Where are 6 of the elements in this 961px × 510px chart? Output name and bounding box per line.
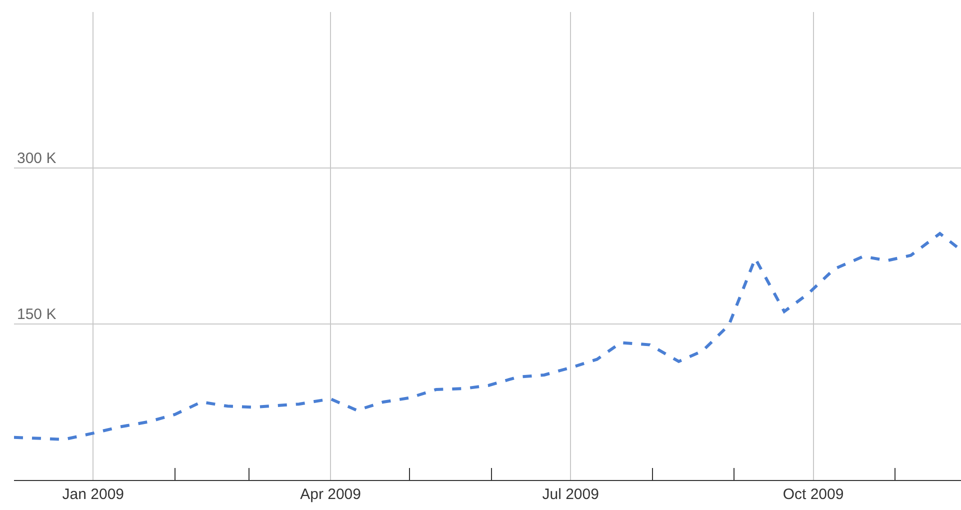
x-tick-label: Jul 2009 — [542, 486, 599, 503]
y-tick-label: 300 K — [17, 150, 56, 167]
x-tick-label: Oct 2009 — [782, 486, 844, 503]
x-tick-label: Apr 2009 — [300, 486, 361, 503]
x-tick-label: Jan 2009 — [62, 486, 124, 503]
y-tick-label: 150 K — [17, 306, 56, 323]
